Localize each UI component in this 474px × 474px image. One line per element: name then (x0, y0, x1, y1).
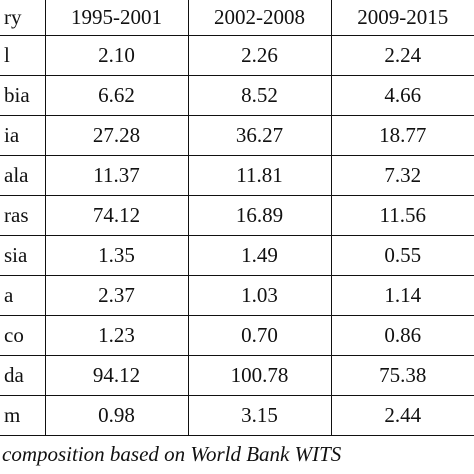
header-row: ry 1995-2001 2002-2008 2009-2015 (0, 0, 474, 36)
row-label: co (0, 315, 46, 356)
table-row: l 2.10 2.26 2.24 (0, 35, 474, 76)
value-cell: 7.32 (331, 155, 474, 196)
value-cell: 1.49 (188, 235, 332, 276)
value-cell: 27.28 (45, 115, 189, 156)
row-label: m (0, 395, 46, 436)
value-cell: 74.12 (45, 195, 189, 236)
row-label: a (0, 275, 46, 316)
value-cell: 1.14 (331, 275, 474, 316)
table-row: ras 74.12 16.89 11.56 (0, 195, 474, 236)
value-cell: 75.38 (331, 355, 474, 396)
table-row: ia 27.28 36.27 18.77 (0, 115, 474, 156)
value-cell: 2.24 (331, 35, 474, 76)
table-row: m 0.98 3.15 2.44 (0, 395, 474, 436)
row-label: da (0, 355, 46, 396)
value-cell: 94.12 (45, 355, 189, 396)
value-cell: 11.81 (188, 155, 332, 196)
value-cell: 2.26 (188, 35, 332, 76)
table-row: co 1.23 0.70 0.86 (0, 315, 474, 356)
value-cell: 11.37 (45, 155, 189, 196)
value-cell: 2.10 (45, 35, 189, 76)
header-cell: ry (0, 0, 46, 36)
data-table: ry 1995-2001 2002-2008 2009-2015 l 2.10 2.26 2.… (0, 0, 474, 436)
value-cell: 0.86 (331, 315, 474, 356)
table-row: sia 1.35 1.49 0.55 (0, 235, 474, 276)
value-cell: 1.23 (45, 315, 189, 356)
value-cell: 11.56 (331, 195, 474, 236)
value-cell: 0.70 (188, 315, 332, 356)
table-row: bia 6.62 8.52 4.66 (0, 75, 474, 116)
value-cell: 3.15 (188, 395, 332, 436)
value-cell: 100.78 (188, 355, 332, 396)
row-label: ras (0, 195, 46, 236)
header-cell: 2009-2015 (331, 0, 474, 36)
header-cell: 2002-2008 (188, 0, 332, 36)
value-cell: 2.37 (45, 275, 189, 316)
table-note: composition based on World Bank WITS (2, 442, 342, 466)
row-label: sia (0, 235, 46, 276)
table-row: ala 11.37 11.81 7.32 (0, 155, 474, 196)
value-cell: 6.62 (45, 75, 189, 116)
table-row: da 94.12 100.78 75.38 (0, 355, 474, 396)
value-cell: 16.89 (188, 195, 332, 236)
header-cell: 1995-2001 (45, 0, 189, 36)
value-cell: 18.77 (331, 115, 474, 156)
value-cell: 1.35 (45, 235, 189, 276)
row-label: ia (0, 115, 46, 156)
row-label: ala (0, 155, 46, 196)
value-cell: 1.03 (188, 275, 332, 316)
value-cell: 4.66 (331, 75, 474, 116)
value-cell: 36.27 (188, 115, 332, 156)
row-label: bia (0, 75, 46, 116)
value-cell: 0.98 (45, 395, 189, 436)
table-row: a 2.37 1.03 1.14 (0, 275, 474, 316)
value-cell: 8.52 (188, 75, 332, 116)
row-label: l (0, 35, 46, 76)
value-cell: 0.55 (331, 235, 474, 276)
value-cell: 2.44 (331, 395, 474, 436)
